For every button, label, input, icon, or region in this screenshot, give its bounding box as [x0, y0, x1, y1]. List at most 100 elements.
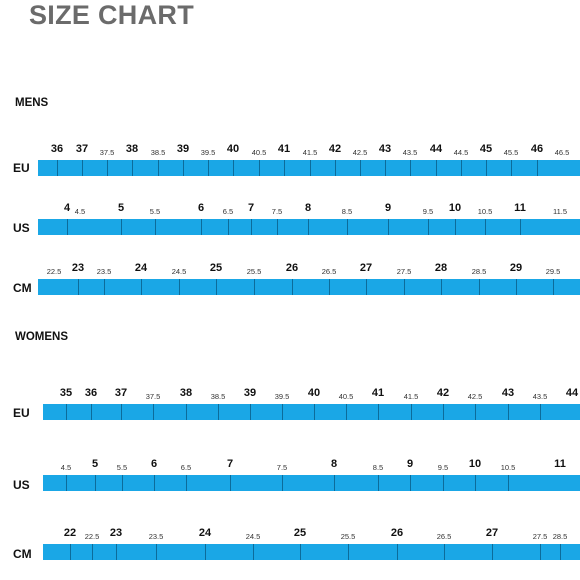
scale-tick — [378, 475, 379, 491]
size-label: 22 — [63, 527, 77, 539]
size-label: 26.5 — [436, 532, 452, 541]
scale-tick — [201, 219, 202, 235]
scale-tick — [121, 404, 122, 420]
scale-tick — [360, 160, 361, 176]
size-label: 27.5 — [396, 267, 412, 276]
size-label: 39.5 — [274, 392, 290, 401]
row-label-mens-cm: CM — [13, 281, 32, 295]
scale-tick — [141, 279, 142, 295]
scale-tick — [282, 404, 283, 420]
size-label: 43 — [378, 143, 392, 155]
scale-tick — [179, 279, 180, 295]
size-label: 8.5 — [341, 207, 353, 216]
size-label: 26 — [390, 527, 404, 539]
size-label: 24.5 — [245, 532, 261, 541]
scale-tick — [66, 475, 67, 491]
scale-tick — [479, 279, 480, 295]
size-label: 36 — [84, 387, 98, 399]
scale-tick — [553, 279, 554, 295]
scale-tick — [508, 404, 509, 420]
size-label: 46 — [530, 143, 544, 155]
size-label: 44 — [429, 143, 443, 155]
size-label: 6.5 — [222, 207, 234, 216]
scale-tick — [107, 160, 108, 176]
scale-tick — [388, 219, 389, 235]
size-label: 40.5 — [251, 148, 267, 157]
scale-tick — [366, 279, 367, 295]
scale-tick — [516, 279, 517, 295]
scale-tick — [411, 404, 412, 420]
size-label: 27.5 — [532, 532, 548, 541]
scale-tick — [57, 160, 58, 176]
scale-tick — [404, 279, 405, 295]
scale-tick — [310, 160, 311, 176]
size-label: 40 — [307, 387, 321, 399]
size-label: 5.5 — [116, 463, 128, 472]
size-label: 43 — [501, 387, 515, 399]
scale-tick — [154, 475, 155, 491]
size-label: 5.5 — [149, 207, 161, 216]
scale-tick — [397, 544, 398, 560]
size-label: 25 — [209, 262, 223, 274]
scale-tick — [218, 404, 219, 420]
size-scale-mens-us — [38, 219, 580, 235]
scale-tick — [121, 219, 122, 235]
scale-tick — [475, 475, 476, 491]
page-title: SIZE CHART — [29, 0, 194, 30]
size-label: 11 — [554, 458, 566, 470]
scale-tick — [300, 544, 301, 560]
scale-tick — [428, 219, 429, 235]
size-label: 38 — [179, 387, 193, 399]
size-label: 37 — [114, 387, 128, 399]
scale-tick — [253, 544, 254, 560]
scale-tick — [537, 160, 538, 176]
size-label: 26.5 — [321, 267, 337, 276]
scale-tick — [485, 219, 486, 235]
size-label: 45.5 — [503, 148, 519, 157]
size-label: 7.5 — [271, 207, 283, 216]
size-label: 41 — [277, 143, 291, 155]
size-label: 25.5 — [340, 532, 356, 541]
size-label: 24 — [134, 262, 148, 274]
scale-tick — [492, 544, 493, 560]
scale-tick — [346, 404, 347, 420]
size-label: 9.5 — [422, 207, 434, 216]
scale-tick — [228, 219, 229, 235]
scale-tick — [284, 160, 285, 176]
size-label: 11.5 — [552, 207, 568, 216]
size-label: 10.5 — [500, 463, 516, 472]
size-label: 39 — [176, 143, 190, 155]
scale-tick — [155, 219, 156, 235]
size-label: 23 — [71, 262, 85, 274]
size-label: 22.5 — [84, 532, 100, 541]
size-scale-womens-cm — [43, 544, 580, 560]
scale-tick — [461, 160, 462, 176]
row-label-womens-cm: CM — [13, 547, 32, 561]
scale-tick — [348, 544, 349, 560]
size-label: 37.5 — [145, 392, 161, 401]
scale-tick — [443, 475, 444, 491]
scale-tick — [292, 279, 293, 295]
row-label-mens-eu: EU — [13, 161, 30, 175]
size-label: 8.5 — [372, 463, 384, 472]
size-label: 24 — [198, 527, 212, 539]
scale-tick — [335, 160, 336, 176]
size-label: 9.5 — [437, 463, 449, 472]
size-label: 8 — [330, 458, 338, 470]
size-label: 6 — [150, 458, 158, 470]
size-label: 7.5 — [276, 463, 288, 472]
size-label: 28.5 — [471, 267, 487, 276]
scale-tick — [254, 279, 255, 295]
size-label: 27 — [359, 262, 373, 274]
section-title-womens: WOMENS — [15, 331, 69, 343]
size-label: 24.5 — [171, 267, 187, 276]
size-label: 7 — [226, 458, 234, 470]
size-label: 44 — [565, 387, 579, 399]
scale-tick — [250, 404, 251, 420]
size-label: 22.5 — [46, 267, 62, 276]
scale-tick — [486, 160, 487, 176]
scale-tick — [70, 544, 71, 560]
scale-tick — [308, 219, 309, 235]
scale-tick — [443, 404, 444, 420]
size-label: 25.5 — [246, 267, 262, 276]
